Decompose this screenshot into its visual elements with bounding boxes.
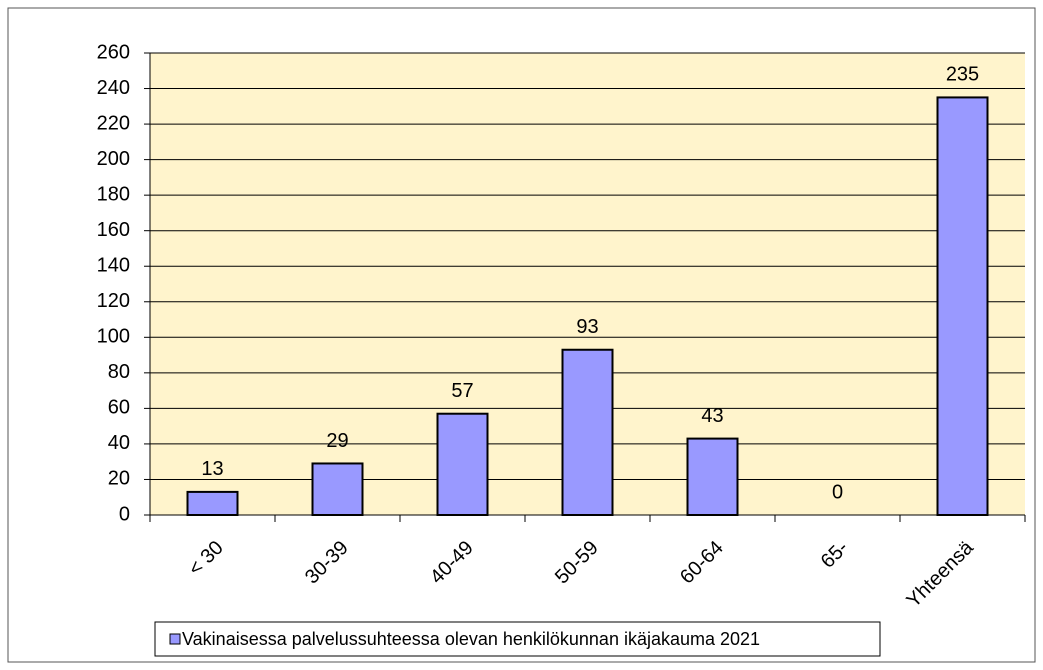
data-label: 43 [701, 405, 723, 427]
y-tick-label: 20 [108, 468, 130, 490]
legend-box [154, 621, 881, 657]
y-tick-label: 220 [97, 112, 130, 134]
y-tick-label: 160 [97, 219, 130, 241]
bar [311, 462, 364, 517]
bar [186, 490, 239, 516]
data-label: 235 [946, 64, 979, 86]
y-tick-label: 240 [97, 77, 130, 99]
y-tick-label: 60 [108, 397, 130, 419]
bar [936, 96, 989, 517]
y-tick-label: 120 [97, 290, 130, 312]
data-label: 57 [451, 380, 473, 402]
bar [436, 412, 489, 517]
bar [686, 437, 739, 517]
y-tick-label: 260 [97, 41, 130, 63]
y-tick-label: 180 [97, 183, 130, 205]
data-label: 13 [201, 458, 223, 480]
y-tick-label: 200 [97, 148, 130, 170]
data-label: 93 [576, 316, 598, 338]
y-tick-label: 80 [108, 361, 130, 383]
y-tick-label: 40 [108, 432, 130, 454]
y-tick-label: 0 [119, 503, 130, 525]
data-label: 0 [832, 481, 843, 503]
legend-label: Vakinaisessa palvelussuhteessa olevan he… [182, 629, 760, 649]
bar [561, 348, 614, 516]
y-tick-label: 140 [97, 255, 130, 277]
data-label: 29 [326, 430, 348, 452]
y-tick-label: 100 [97, 326, 130, 348]
legend-marker [169, 633, 181, 645]
